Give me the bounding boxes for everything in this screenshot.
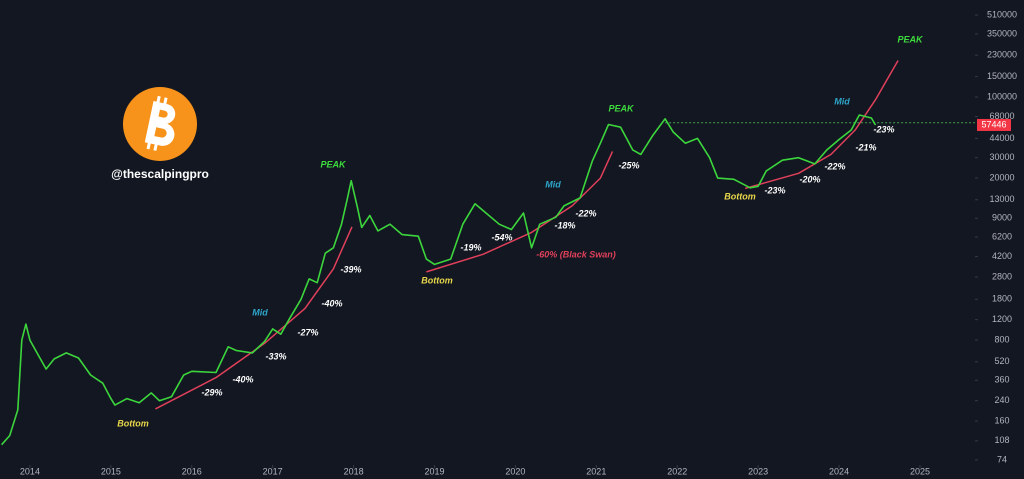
logo-glyph — [144, 95, 176, 151]
annotation: Mid — [545, 179, 561, 189]
x-tick-label: 2020 — [505, 466, 525, 476]
annotation: Mid — [252, 307, 268, 317]
annotation: Bottom — [724, 191, 756, 201]
annotation: -19% — [460, 242, 481, 252]
annotation: PEAK — [897, 34, 924, 44]
x-tick-label: 2023 — [748, 466, 768, 476]
annotation: -54% — [491, 232, 512, 242]
annotation: -40% — [321, 298, 342, 308]
annotation: -25% — [618, 160, 639, 170]
x-tick-label: 2016 — [182, 466, 202, 476]
y-tick-label: 20000 — [989, 172, 1014, 182]
y-tick-label: 160 — [994, 415, 1009, 425]
y-tick-label: 74 — [997, 454, 1007, 464]
annotation: -29% — [201, 387, 222, 397]
x-tick-label: 2018 — [344, 466, 364, 476]
logo — [123, 87, 197, 161]
y-tick-label: 240 — [994, 395, 1009, 405]
y-tick-label: 30000 — [989, 152, 1014, 162]
support-curve — [744, 60, 899, 190]
x-tick-label: 2024 — [829, 466, 849, 476]
annotation: -23% — [764, 185, 785, 195]
y-tick-label: 1200 — [992, 314, 1012, 324]
last-price-box — [977, 118, 1011, 131]
x-tick-label: 2015 — [101, 466, 121, 476]
annotation: -60% (Black Swan) — [536, 249, 616, 259]
annotation: Mid — [834, 96, 850, 106]
y-tick-label: 108 — [994, 435, 1009, 445]
annotation: -27% — [297, 327, 318, 337]
support-curve — [155, 226, 353, 410]
annotation: PEAK — [320, 159, 347, 169]
annotation: -23% — [873, 124, 894, 134]
annotation: PEAK — [608, 103, 635, 113]
y-tick-label: 44000 — [989, 133, 1014, 143]
annotation: Bottom — [117, 418, 149, 428]
y-tick-label: 350000 — [987, 28, 1017, 38]
last-price-label: 57446 — [981, 119, 1006, 129]
y-tick-label: 2800 — [992, 271, 1012, 281]
y-tick-label: 360 — [994, 375, 1009, 385]
annotation: Bottom — [421, 275, 453, 285]
price-line — [1, 114, 877, 446]
y-tick-label: 9000 — [992, 213, 1012, 223]
x-tick-label: 2021 — [586, 466, 606, 476]
watermark: @thescalpingpro — [111, 167, 209, 181]
x-tick-label: 2022 — [667, 466, 687, 476]
y-tick-label: 1800 — [992, 294, 1012, 304]
y-tick-label: 68000 — [989, 111, 1014, 121]
x-tick-label: 2019 — [424, 466, 444, 476]
annotation: -33% — [265, 351, 286, 361]
y-tick-label: 510000 — [987, 9, 1017, 19]
annotation: -22% — [824, 161, 845, 171]
x-tick-label: 2014 — [20, 466, 40, 476]
annotation: -21% — [855, 142, 876, 152]
annotation: -18% — [554, 220, 575, 230]
y-tick-label: 520 — [994, 356, 1009, 366]
annotation: -20% — [799, 174, 820, 184]
annotation: -39% — [340, 264, 361, 274]
x-tick-label: 2025 — [910, 466, 930, 476]
annotation: -40% — [232, 374, 253, 384]
y-tick-label: 230000 — [987, 50, 1017, 60]
y-tick-label: 13000 — [989, 194, 1014, 204]
y-tick-label: 4200 — [992, 251, 1012, 261]
y-tick-label: 800 — [994, 334, 1009, 344]
x-tick-label: 2017 — [263, 466, 283, 476]
y-tick-label: 100000 — [987, 91, 1017, 101]
y-tick-label: 6200 — [992, 231, 1012, 241]
annotation: -22% — [575, 208, 596, 218]
y-tick-label: 150000 — [987, 71, 1017, 81]
